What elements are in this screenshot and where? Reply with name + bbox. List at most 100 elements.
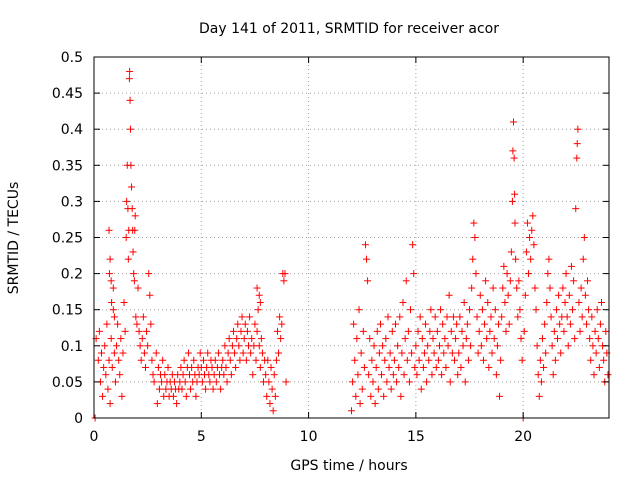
- data-point: [138, 335, 146, 343]
- data-point: [575, 298, 583, 306]
- data-point: [239, 349, 247, 357]
- data-point: [251, 320, 259, 328]
- data-point: [361, 241, 369, 249]
- data-point: [483, 335, 491, 343]
- data-point: [206, 378, 214, 386]
- data-point: [512, 255, 520, 263]
- data-point: [351, 356, 359, 364]
- data-point: [493, 342, 501, 350]
- data-point: [487, 313, 495, 321]
- y-tick-label: 0.45: [52, 86, 83, 102]
- data-point: [248, 335, 256, 343]
- data-point: [246, 313, 254, 321]
- data-point: [214, 349, 222, 357]
- data-point: [597, 298, 605, 306]
- data-point: [541, 320, 549, 328]
- data-point: [448, 349, 456, 357]
- data-point: [103, 320, 111, 328]
- data-point: [550, 327, 558, 335]
- data-point: [134, 284, 142, 292]
- data-point: [113, 342, 121, 350]
- data-point: [401, 335, 409, 343]
- data-point: [281, 270, 289, 278]
- data-point: [482, 277, 490, 285]
- data-point: [579, 255, 587, 263]
- data-point: [199, 356, 207, 364]
- data-point: [359, 327, 367, 335]
- data-point: [394, 342, 402, 350]
- data-point: [600, 356, 608, 364]
- data-point: [397, 392, 405, 400]
- data-point: [510, 118, 518, 126]
- data-point: [414, 327, 422, 335]
- data-point: [349, 378, 357, 386]
- data-point: [105, 270, 113, 278]
- data-point: [273, 327, 281, 335]
- data-point: [428, 371, 436, 379]
- data-point: [423, 378, 431, 386]
- data-point: [604, 371, 612, 379]
- data-point: [459, 342, 467, 350]
- data-point: [219, 356, 227, 364]
- data-point: [595, 363, 603, 371]
- data-point: [354, 371, 362, 379]
- data-point: [570, 277, 578, 285]
- data-point: [408, 349, 416, 357]
- data-point: [121, 327, 129, 335]
- data-point: [161, 371, 169, 379]
- data-point: [368, 356, 376, 364]
- data-point: [180, 356, 188, 364]
- data-point: [198, 378, 206, 386]
- data-point: [114, 320, 122, 328]
- data-point: [446, 378, 454, 386]
- data-point: [264, 356, 272, 364]
- data-point: [229, 327, 237, 335]
- data-point: [133, 320, 141, 328]
- data-point: [485, 363, 493, 371]
- data-point: [416, 313, 424, 321]
- data-point: [440, 349, 448, 357]
- data-point: [472, 270, 480, 278]
- data-point: [543, 298, 551, 306]
- data-point: [593, 306, 601, 314]
- data-point: [104, 385, 112, 393]
- data-point: [489, 284, 497, 292]
- data-point: [232, 363, 240, 371]
- data-point: [497, 356, 505, 364]
- data-point: [352, 392, 360, 400]
- data-point: [507, 248, 515, 256]
- data-point: [375, 349, 383, 357]
- data-point: [533, 342, 541, 350]
- data-point: [277, 335, 285, 343]
- data-point: [500, 262, 508, 270]
- data-point: [126, 67, 134, 75]
- data-point: [217, 385, 225, 393]
- data-point: [491, 306, 499, 314]
- y-tick-label: 0.1: [61, 339, 83, 355]
- data-point: [99, 392, 107, 400]
- data-point: [140, 349, 148, 357]
- data-point: [441, 335, 449, 343]
- data-point: [154, 363, 162, 371]
- data-point: [514, 313, 522, 321]
- data-point: [102, 371, 110, 379]
- data-point: [562, 270, 570, 278]
- data-point: [256, 298, 264, 306]
- data-point: [520, 327, 528, 335]
- data-point: [149, 371, 157, 379]
- data-point: [517, 335, 525, 343]
- data-point: [511, 219, 519, 227]
- data-point: [382, 335, 390, 343]
- data-point: [538, 335, 546, 343]
- data-point: [580, 234, 588, 241]
- y-tick-label: 0: [74, 411, 83, 427]
- data-point: [282, 378, 290, 386]
- data-point: [499, 284, 507, 292]
- y-tick-label: 0.3: [61, 194, 83, 210]
- data-point: [429, 335, 437, 343]
- data-point: [372, 363, 380, 371]
- x-tick-label: 0: [90, 429, 99, 445]
- data-point: [425, 356, 433, 364]
- data-point: [573, 140, 581, 148]
